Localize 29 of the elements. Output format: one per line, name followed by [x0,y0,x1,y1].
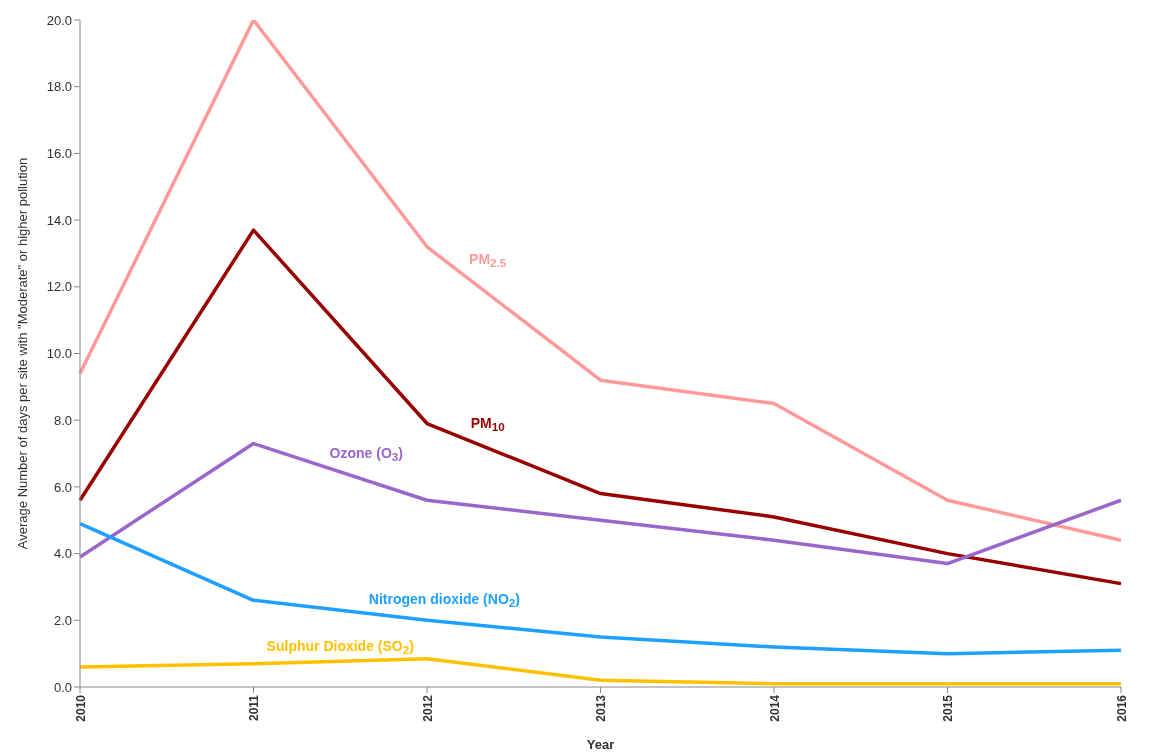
x-tick-label: 2012 [420,694,435,722]
x-tick-label: 2015 [941,694,956,722]
series-label: PM$_{2.5}$ [469,250,507,270]
x-tick-label: 2013 [594,694,609,722]
y-tick-label: 12.0 [46,279,72,295]
y-tick-label: 16.0 [46,146,72,162]
y-tick-label: 0.0 [53,679,72,695]
x-tick-label: 2010 [73,694,88,722]
x-tick-label: 2016 [1114,694,1129,722]
y-tick-label: 2.0 [53,612,72,628]
line-series [78,20,1123,543]
y-tick-label: 10.0 [46,346,72,362]
x-tick-label: 2011 [247,694,262,722]
y-tick-label: 6.0 [53,479,72,495]
series-label: PM$_{10}$ [470,414,505,433]
y-axis-title: Average Number of days per site with "Moderate" or higher pollution [14,157,30,550]
y-tick-label: 18.0 [46,79,72,95]
line-series [78,228,1123,586]
series-label: Sulphur Dioxide (SO$_{2}$) [266,637,414,657]
series-label: Nitrogen dioxide (NO$_{2}$) [368,590,520,610]
y-tick-label: 4.0 [53,546,72,562]
line-series [78,521,1123,656]
series-label: Ozone (O$_{3}$) [329,444,403,463]
y-tick-label: 14.0 [46,212,72,228]
line-series [78,441,1123,566]
x-axis-title: Year [586,737,615,752]
x-tick-label: 2014 [767,694,782,722]
y-tick-label: 8.0 [53,412,72,428]
y-tick-label: 20.0 [46,12,72,28]
